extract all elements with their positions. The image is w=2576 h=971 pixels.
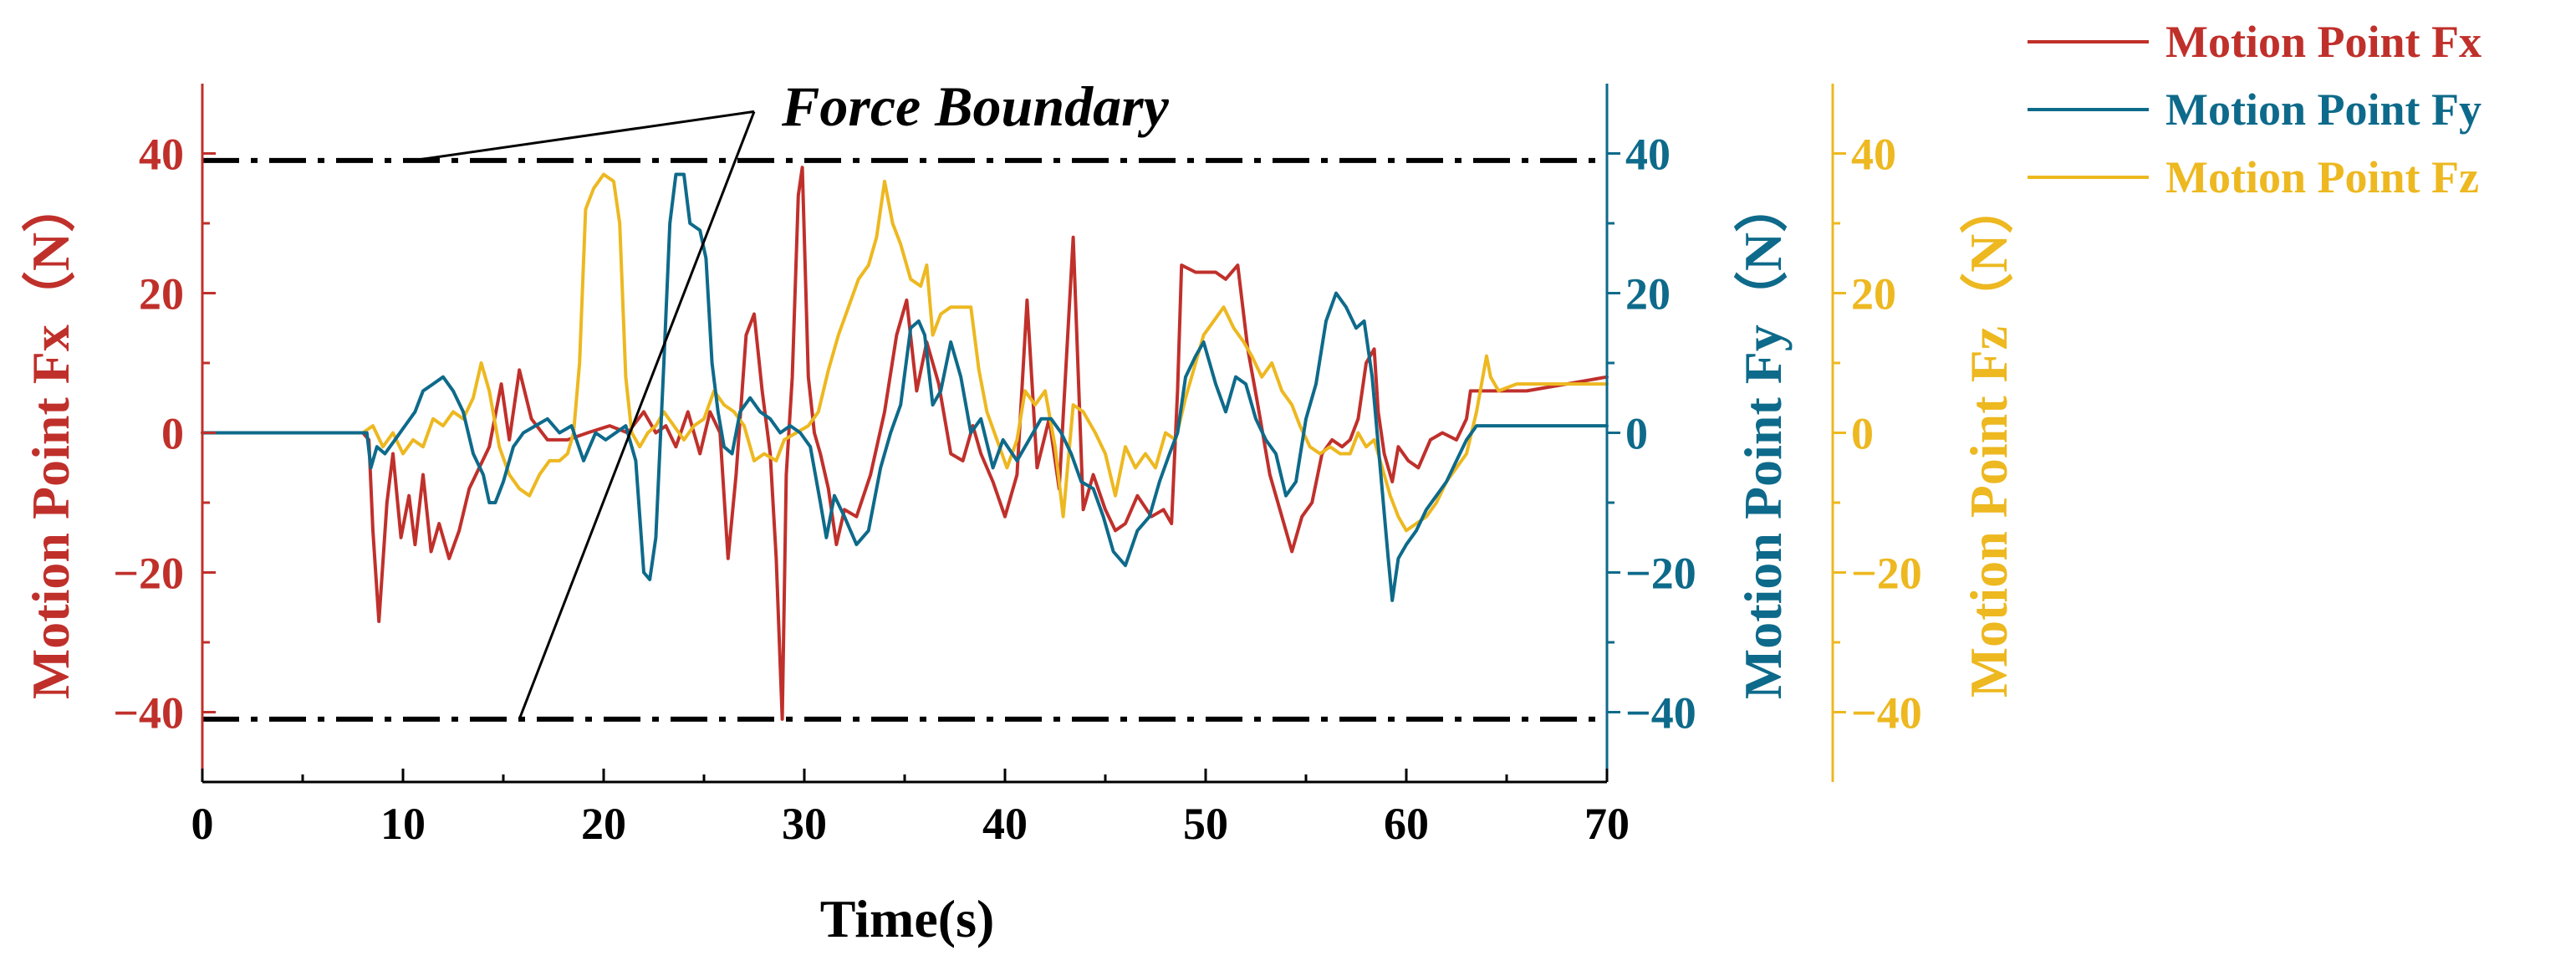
legend-label-fx: Motion Point Fx — [2165, 17, 2482, 67]
y-tick-label-fx: 40 — [139, 130, 184, 180]
force-boundary-annotation: Force Boundary — [412, 74, 1170, 720]
x-axis-title: Time(s) — [820, 889, 995, 948]
y-tick-label-fy: −20 — [1625, 549, 1696, 599]
x-tick-label: 40 — [982, 799, 1028, 849]
annotation-leader-line-1 — [518, 110, 756, 720]
y-tick-label-fz: 40 — [1851, 130, 1896, 180]
x-tick-label: 0 — [191, 799, 214, 849]
y-tick-label-fz: 20 — [1851, 269, 1896, 319]
y-tick-label-fy: 20 — [1625, 269, 1671, 319]
legend: Motion Point Fx Motion Point Fy Motion P… — [2028, 17, 2482, 202]
y-tick-label-fy: 40 — [1625, 130, 1671, 180]
legend-label-fz: Motion Point Fz — [2165, 152, 2479, 202]
y-tick-label-fz: 0 — [1851, 409, 1874, 459]
y-tick-label-fx: 0 — [161, 409, 184, 459]
series-line-fy — [201, 172, 1609, 602]
x-tick-label: 10 — [380, 799, 426, 849]
x-tick-label: 60 — [1384, 799, 1429, 849]
y-tick-label-fx: −20 — [113, 549, 184, 599]
annotation-text: Force Boundary — [781, 74, 1170, 138]
plot-lines — [201, 157, 1609, 722]
series-line-fz — [201, 172, 1609, 533]
x-tick-label: 30 — [782, 799, 827, 849]
y-tick-label-fy: 0 — [1625, 409, 1648, 459]
y-axis-title-fx: Motion Point Fx（N） — [21, 179, 80, 699]
y-tick-label-fx: 20 — [139, 269, 184, 319]
x-tick-label: 70 — [1584, 799, 1630, 849]
y-tick-label-fz: −20 — [1851, 549, 1922, 599]
y-tick-label-fy: −40 — [1625, 688, 1696, 738]
x-tick-label: 20 — [581, 799, 626, 849]
series-line-fx — [201, 166, 1609, 721]
legend-label-fy: Motion Point Fy — [2165, 84, 2482, 135]
y-tick-label-fz: −40 — [1851, 688, 1922, 738]
annotation-leader-line-0 — [412, 110, 755, 162]
y-axis-title-fz: Motion Point Fz（N） — [1959, 181, 2018, 698]
x-tick-label: 50 — [1183, 799, 1228, 849]
axis-titles: Time(s) Motion Point Fx（N） Motion Point … — [21, 179, 2018, 948]
y-axis-title-fy: Motion Point Fy（N） — [1733, 179, 1793, 699]
ticks: 0 10 20 30 40 50 60 70 −40 −20 0 20 40 −40 −20 0 20 40 −40… — [113, 130, 1922, 850]
y-tick-label-fx: −40 — [113, 688, 184, 738]
